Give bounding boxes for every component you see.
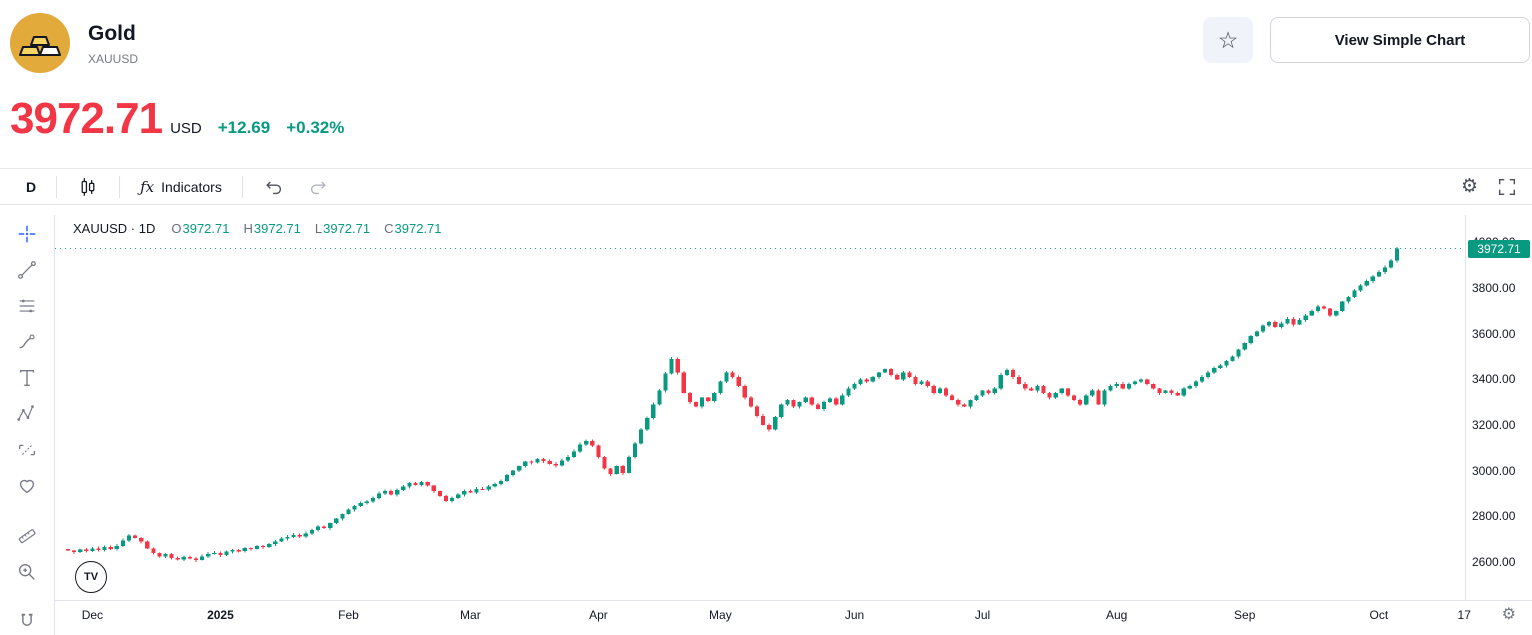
page-title: Gold: [88, 22, 136, 45]
view-simple-chart-button[interactable]: View Simple Chart: [1270, 17, 1530, 63]
measure-tool[interactable]: [16, 525, 38, 547]
price-change: +12.69: [217, 118, 271, 137]
pattern-tool[interactable]: [16, 403, 38, 425]
fullscreen-icon[interactable]: [1496, 176, 1518, 198]
last-price: 3972.71: [10, 94, 163, 143]
brush-tool[interactable]: [16, 331, 38, 353]
price-tick-label: 2800.00: [1472, 509, 1516, 524]
time-tick-label: Feb: [338, 608, 359, 622]
toolbar-separator: [56, 175, 58, 198]
price-tick-label: 3000.00: [1472, 463, 1516, 478]
crosshair-tool[interactable]: [16, 223, 38, 245]
legend-c-value: C3972.71: [384, 221, 442, 236]
trend-line-tool[interactable]: [16, 259, 38, 281]
chart-toolbar: D ƒx Indicators: [0, 168, 1532, 205]
indicators-button[interactable]: ƒx Indicators: [134, 177, 228, 197]
time-tick-label: Jun: [844, 608, 865, 622]
time-tick-label: Sep: [1234, 608, 1256, 622]
magnet-tool[interactable]: [16, 611, 38, 633]
legend-o-value: O3972.71: [171, 221, 230, 236]
redo-button[interactable]: [301, 175, 335, 199]
time-tick-label: Apr: [589, 608, 608, 622]
chart-style-button[interactable]: [71, 175, 105, 199]
emoji-tool[interactable]: [16, 475, 38, 497]
toolbar-right: ⚙: [1461, 169, 1518, 204]
time-tick-label: Mar: [460, 608, 481, 622]
time-tick-label: Dec: [81, 608, 104, 622]
undo-button[interactable]: [257, 175, 291, 199]
gold-logo-icon: [10, 13, 70, 73]
price-change-percent: +0.32%: [286, 118, 345, 137]
favorite-button[interactable]: ☆: [1203, 17, 1253, 63]
toolbar-separator: [119, 175, 121, 198]
time-tick-label: 2025: [207, 608, 234, 622]
time-tick-label: Aug: [1105, 608, 1128, 622]
time-tick-label: Jul: [974, 608, 991, 622]
legend-symbol-interval: XAUUSD · 1D: [73, 221, 156, 236]
undo-icon: [263, 176, 285, 198]
toolbar-separator: [241, 175, 243, 198]
legend-h-value: H3972.71: [243, 221, 301, 236]
chart-pane[interactable]: XAUUSD · 1D O3972.71 H3972.71 L3972.71 C397…: [55, 215, 1465, 600]
text-tool[interactable]: [16, 367, 38, 389]
fib-retracement-tool[interactable]: [16, 295, 38, 317]
candlestick-style-icon: [77, 176, 99, 198]
drawing-toolbar: [0, 215, 55, 635]
price-tick-label: 3400.00: [1472, 372, 1516, 387]
redo-icon: [307, 176, 329, 198]
indicators-label: Indicators: [161, 178, 222, 195]
price-tick-label: 2600.00: [1472, 554, 1516, 569]
price-tick-label: 3800.00: [1472, 281, 1516, 295]
time-axis[interactable]: ⚙ Dec 2025 Feb Mar Apr May Jun Jul Aug Sep Oct 17: [55, 600, 1532, 635]
forecast-tool[interactable]: [16, 439, 38, 461]
time-tick-label: 17: [1457, 608, 1471, 622]
quote-row: 3972.71 USD +12.69 +0.32%: [10, 94, 344, 144]
time-tick-label: Oct: [1369, 608, 1389, 622]
time-axis-gear-icon[interactable]: ⚙: [1501, 606, 1516, 623]
candlestick-svg: [55, 246, 1465, 562]
chart-legend: XAUUSD · 1D O3972.71 H3972.71 L3972.71 C397…: [73, 221, 442, 236]
time-tick-label: May: [709, 608, 732, 622]
interval-button[interactable]: D: [20, 178, 42, 196]
interval-label: D: [26, 178, 37, 195]
price-tick-label: 3200.00: [1472, 417, 1516, 432]
legend-l-value: L3972.71: [314, 221, 371, 236]
legend-ohlc: O3972.71 H3972.71 L3972.71 C3972.71: [171, 221, 441, 236]
tradingview-logo[interactable]: TV: [75, 561, 107, 593]
price-tick-label: 3600.00: [1472, 326, 1516, 341]
zoom-tool[interactable]: [16, 561, 38, 583]
last-price-badge: 3972.71: [1468, 239, 1530, 258]
currency-label: USD: [170, 120, 202, 137]
chart-settings-gear-icon[interactable]: ⚙: [1460, 176, 1478, 197]
symbol-code: XAUUSD: [88, 52, 139, 66]
fx-icon: ƒx: [140, 177, 155, 196]
star-icon: ☆: [1217, 26, 1239, 53]
price-axis[interactable]: 3972.71 4000.003800.003600.003400.003200…: [1465, 215, 1532, 600]
